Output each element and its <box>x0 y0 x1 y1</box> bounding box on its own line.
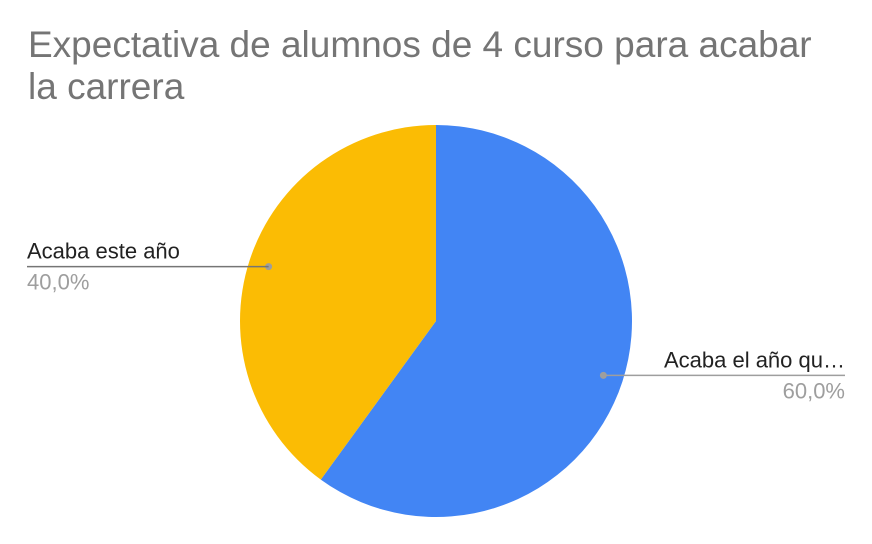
slice-percent-1: 40,0% <box>27 270 89 295</box>
slice-label-0: Acaba el año qu… <box>664 347 845 372</box>
slice-label-1: Acaba este año <box>27 239 180 264</box>
slice-percent-0: 60,0% <box>783 378 845 403</box>
